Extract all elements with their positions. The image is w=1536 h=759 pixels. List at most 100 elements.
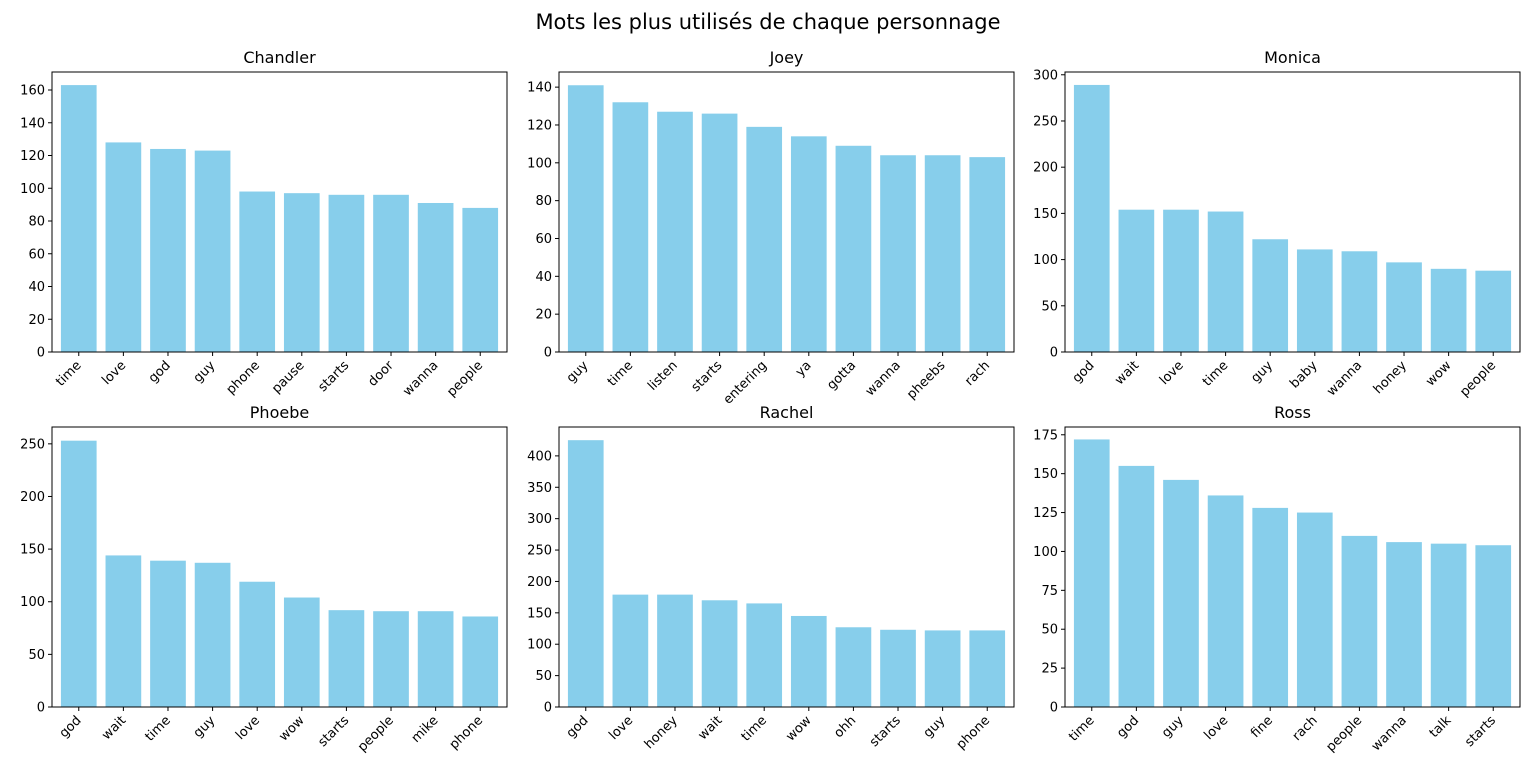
x-tick-label: baby xyxy=(1287,358,1321,392)
y-tick-label: 20 xyxy=(535,308,552,323)
y-tick-label: 50 xyxy=(535,669,552,684)
x-tick-label: guy xyxy=(191,358,219,386)
x-tick-label: guy xyxy=(1248,358,1276,386)
bar xyxy=(1207,211,1244,352)
subplot-title: Chandler xyxy=(243,48,316,67)
y-tick-label: 60 xyxy=(28,247,45,262)
x-tick-label: guy xyxy=(191,713,219,741)
x-tick-label: time xyxy=(53,358,84,389)
y-tick-label: 250 xyxy=(527,544,552,559)
bar xyxy=(328,610,365,707)
bar xyxy=(105,142,142,352)
x-tick-label: love xyxy=(1202,713,1232,743)
y-tick-label: 50 xyxy=(1041,623,1058,638)
y-tick-label: 250 xyxy=(1033,114,1058,129)
subplot-ross: Ross time god guy love fine rach people wanna tal… xyxy=(1033,403,1521,755)
bar xyxy=(1163,209,1199,352)
x-tick-label: god xyxy=(1114,713,1142,741)
y-tick-label: 175 xyxy=(1033,428,1058,443)
x-tick-label: gotta xyxy=(824,358,859,393)
plot-frame xyxy=(1064,426,1521,708)
bar xyxy=(1252,507,1289,707)
y-tick-label: 100 xyxy=(20,595,45,610)
y-tick-label: 100 xyxy=(1033,253,1058,268)
x-tick-label: starts xyxy=(689,358,726,395)
y-tick-label: 75 xyxy=(1041,584,1058,599)
bar xyxy=(1073,439,1110,707)
plot-frame xyxy=(1064,71,1521,353)
bar xyxy=(746,603,783,707)
bar xyxy=(790,136,827,352)
y-tick-label: 100 xyxy=(527,156,552,171)
bar xyxy=(880,155,916,352)
bar xyxy=(701,113,738,353)
x-tick-label: love xyxy=(233,713,263,743)
x-tick-label: people xyxy=(1323,713,1365,755)
y-tick-label: 50 xyxy=(1041,299,1058,314)
x-tick-label: time xyxy=(605,358,636,389)
y-tick-label: 120 xyxy=(527,118,552,133)
bar xyxy=(328,194,365,352)
bar xyxy=(1430,543,1467,707)
y-tick-label: 40 xyxy=(28,280,45,295)
x-tick-label: listen xyxy=(645,358,681,394)
y-tick-label: 150 xyxy=(1033,467,1058,482)
x-tick-label: starts xyxy=(867,713,904,750)
y-tick-label: 140 xyxy=(527,81,552,96)
y-tick-label: 120 xyxy=(20,149,45,164)
x-tick-label: love xyxy=(1157,358,1187,388)
x-tick-label: phone xyxy=(447,713,486,752)
bar xyxy=(924,630,961,707)
bar xyxy=(1296,512,1333,707)
bar xyxy=(657,111,693,352)
x-tick-label: people xyxy=(444,358,486,400)
bar xyxy=(462,616,499,707)
y-tick-label: 0 xyxy=(1050,346,1058,361)
subplot-title: Rachel xyxy=(760,403,814,422)
x-tick-label: god xyxy=(57,713,85,741)
figure-title: Mots les plus utilisés de chaque personn… xyxy=(535,10,1001,34)
bar xyxy=(417,611,454,707)
bar xyxy=(150,560,186,707)
y-tick-label: 125 xyxy=(1033,506,1058,521)
y-tick-label: 150 xyxy=(20,543,45,558)
bar xyxy=(1163,479,1199,707)
y-tick-label: 300 xyxy=(1033,68,1058,83)
bar xyxy=(1296,249,1333,352)
bar xyxy=(283,597,320,707)
y-tick-label: 0 xyxy=(1050,701,1058,716)
plot-frame xyxy=(558,426,1015,708)
bar xyxy=(701,600,738,707)
bar xyxy=(1207,495,1244,707)
subplot-title: Ross xyxy=(1274,403,1311,422)
x-tick-label: wow xyxy=(276,713,308,745)
x-tick-label: wow xyxy=(783,713,815,745)
x-tick-label: phone xyxy=(954,713,993,752)
x-tick-label: phone xyxy=(224,358,263,397)
x-tick-label: guy xyxy=(921,713,949,741)
y-tick-label: 200 xyxy=(20,490,45,505)
bar xyxy=(194,150,231,352)
x-tick-label: guy xyxy=(1159,713,1187,741)
y-tick-label: 350 xyxy=(527,481,552,496)
x-tick-label: pheebs xyxy=(904,358,948,402)
y-tick-label: 100 xyxy=(527,638,552,653)
bar xyxy=(1386,262,1422,352)
x-tick-label: time xyxy=(1066,713,1097,744)
y-tick-label: 150 xyxy=(1033,207,1058,222)
subplot-title: Joey xyxy=(769,48,804,67)
x-tick-label: rach xyxy=(1290,713,1321,744)
bar xyxy=(373,611,409,707)
bar xyxy=(283,193,320,352)
bar xyxy=(880,629,916,707)
x-tick-label: god xyxy=(146,358,174,386)
bar xyxy=(790,615,827,707)
x-tick-label: ya xyxy=(793,358,815,380)
x-tick-label: starts xyxy=(315,358,352,395)
subplot-rachel: Rachel god love honey wait time wow ohh starts gu… xyxy=(527,403,1015,753)
plot-frame xyxy=(51,426,508,708)
x-tick-label: love xyxy=(606,713,636,743)
x-tick-label: time xyxy=(142,713,173,744)
y-tick-label: 50 xyxy=(28,648,45,663)
bar xyxy=(373,194,409,352)
